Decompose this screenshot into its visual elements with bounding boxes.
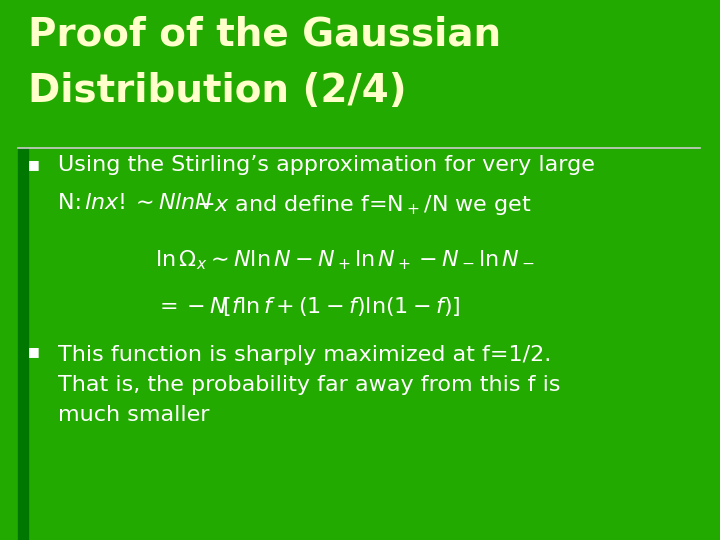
Text: $= -N\!\left[f\ln f + (1-f)\ln(1-f)\right]$: $= -N\!\left[f\ln f + (1-f)\ln(1-f)\righ… bbox=[155, 295, 461, 318]
Text: $\mathit{-x}$ and define f=N$_+$/N we get: $\mathit{-x}$ and define f=N$_+$/N we ge… bbox=[196, 193, 532, 217]
Text: Using the Stirling’s approximation for very large: Using the Stirling’s approximation for v… bbox=[58, 155, 595, 175]
Text: much smaller: much smaller bbox=[58, 405, 210, 425]
Text: $\mathit{lnx!} \sim \mathit{NlnN}$: $\mathit{lnx!} \sim \mathit{NlnN}$ bbox=[84, 193, 213, 213]
Text: ■: ■ bbox=[28, 158, 40, 171]
Text: N:: N: bbox=[58, 193, 89, 213]
Text: Distribution (2/4): Distribution (2/4) bbox=[28, 72, 407, 110]
Text: Proof of the Gaussian: Proof of the Gaussian bbox=[28, 15, 501, 53]
Text: This function is sharply maximized at f=1/2.: This function is sharply maximized at f=… bbox=[58, 345, 552, 365]
Text: ■: ■ bbox=[28, 345, 40, 358]
Bar bbox=[18, 148, 28, 540]
Text: That is, the probability far away from this f is: That is, the probability far away from t… bbox=[58, 375, 560, 395]
Text: $\ln\Omega_x \sim N\ln N - N_+\ln N_+ - N_-\ln N_-$: $\ln\Omega_x \sim N\ln N - N_+\ln N_+ - … bbox=[155, 248, 535, 272]
